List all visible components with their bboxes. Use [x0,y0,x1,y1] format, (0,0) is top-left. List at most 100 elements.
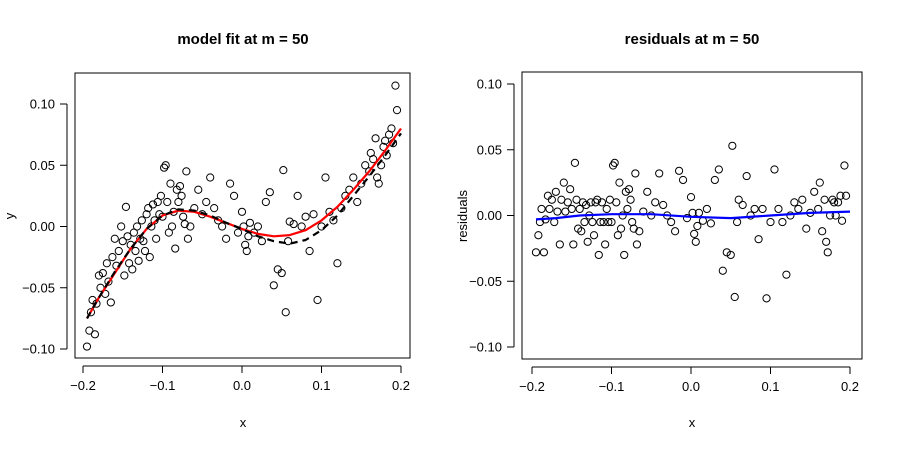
data-point [615,178,624,187]
data-point [726,250,735,260]
data-point [794,204,803,214]
data-point [836,191,845,200]
data-point [106,298,115,307]
data-point [774,204,783,214]
data-point [186,222,195,231]
data-point [543,191,553,200]
data-point [118,237,127,246]
data-point [620,250,629,260]
y-tick-label: 0.00 [30,219,55,234]
data-point [770,165,779,174]
data-point [820,195,829,204]
data-point [132,222,142,231]
data-point [588,217,597,227]
data-point [837,216,847,225]
x-tick-label: 0.0 [682,379,700,394]
data-point [766,217,775,227]
data-point [108,253,117,262]
data-point [177,191,186,200]
data-point [114,246,123,256]
data-point [566,185,575,194]
x-axis-label: x [240,415,247,430]
y-tick-label: 0.10 [477,77,502,92]
data-point [643,187,652,196]
data-point [841,191,851,200]
data-point [659,200,668,210]
y-tick-label: −0.05 [22,280,55,295]
panel-model-fit: model fit at m = 50 x y −0.2 −0.1 0.0 0.1 0.… [2,31,411,430]
data-point [567,204,576,214]
data-point [628,217,637,227]
data-point [635,227,644,236]
curve-fit [86,127,402,319]
data-point [371,134,380,143]
data-point [608,161,618,170]
data-point [577,227,586,236]
data-point [693,221,702,231]
data-point [655,169,664,178]
data-point [690,229,699,239]
data-point [815,178,824,187]
data-point [163,197,172,207]
data-point [610,158,619,167]
data-point [702,204,712,214]
chart-title: model fit at m = 50 [177,31,308,48]
data-point [742,171,751,181]
data-point [754,235,763,244]
data-point [218,222,227,231]
data-point [667,217,676,227]
data-point [822,237,831,246]
data-point [233,228,243,237]
data-point [624,185,634,194]
data-point [158,212,167,221]
data-point [671,227,680,236]
data-point [563,198,572,207]
data-point [391,81,400,90]
x-tick-label: 0.1 [761,379,779,394]
data-point [206,173,215,182]
y-tick-label: −0.05 [469,274,502,289]
data-point [137,216,146,225]
data-point [175,181,185,191]
data-point [570,158,580,167]
data-point [387,124,396,133]
data-point [171,244,180,253]
data-point [733,217,742,227]
data-point [782,270,791,279]
data-point [120,271,129,280]
y-tick-label: −0.10 [22,342,55,357]
y-tick-label: 0.05 [30,158,55,173]
data-point [602,204,611,214]
chart-title: residuals at m = 50 [625,31,760,48]
data-point [98,268,107,278]
data-point [618,211,627,220]
data-point [706,219,715,228]
data-point [547,195,556,204]
data-point [145,253,154,262]
data-point [297,222,306,231]
data-point [279,166,288,175]
data-point [710,175,719,185]
data-point [604,217,613,227]
data-point [305,246,314,256]
data-point [840,161,849,170]
data-point [686,192,696,202]
data-point [180,219,189,229]
data-point [589,231,599,240]
data-point [647,211,656,220]
x-tick-label: −0.1 [150,378,176,393]
data-point [253,222,262,231]
data-point [623,204,632,214]
data-point [553,207,562,216]
data-point [261,197,270,207]
data-point [714,165,723,174]
data-point [237,207,247,216]
data-point [102,259,111,268]
panel-residuals: residuals at m = 50 x residuals −0.2 −0.1… [455,31,863,430]
data-point [631,169,640,178]
data-point [161,161,170,170]
data-point [142,210,151,219]
data-point [333,259,342,268]
data-point [349,173,358,182]
